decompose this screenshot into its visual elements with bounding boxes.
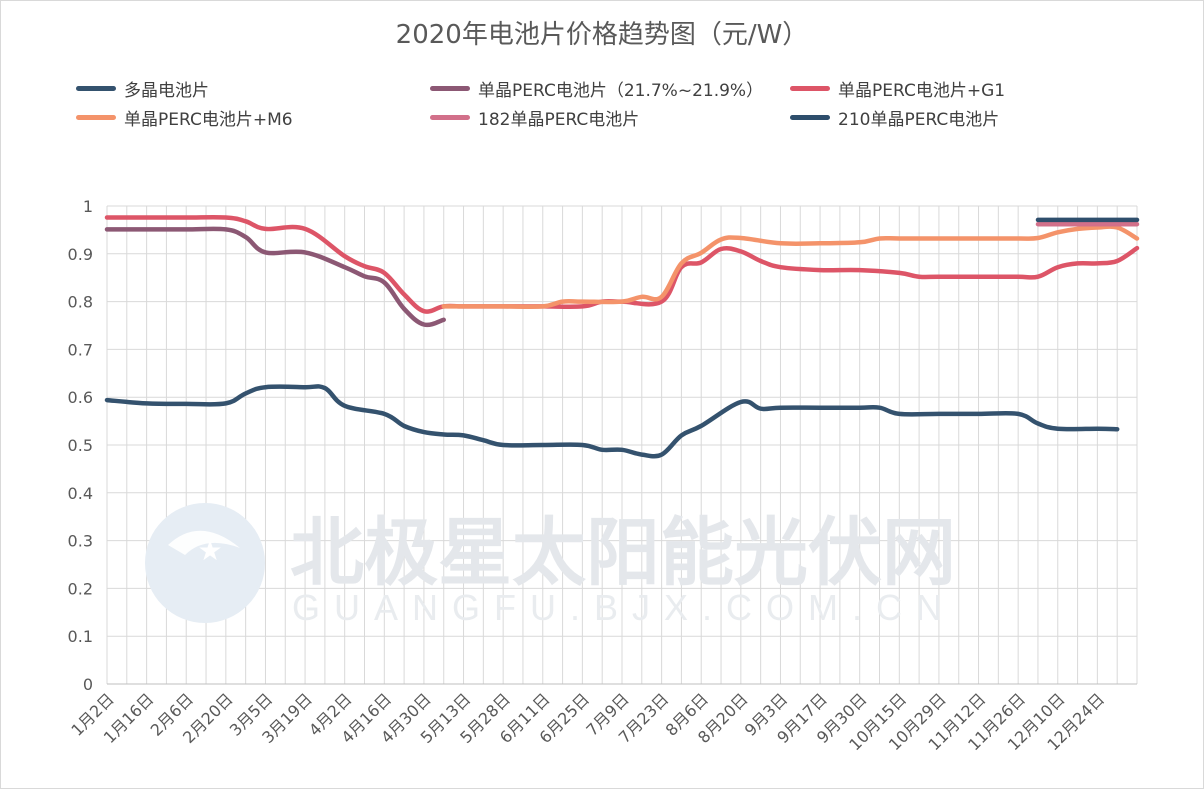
legend-label: 单晶PERC电池片+M6 <box>124 109 293 130</box>
watermark-text: 北极星太阳能光伏网 <box>290 511 956 594</box>
legend-label: 210单晶PERC电池片 <box>838 109 1000 130</box>
series-line-0 <box>104 384 1120 459</box>
y-tick-label: 0.8 <box>68 293 93 312</box>
series-line-2 <box>104 214 1140 314</box>
legend-label: 单晶PERC电池片（21.7%~21.9%） <box>478 80 764 101</box>
legend-label: 多晶电池片 <box>124 80 209 101</box>
legend-item-210[interactable]: 210单晶PERC电池片 <box>790 105 1000 130</box>
y-tick-label: 0.2 <box>68 579 93 598</box>
y-tick-label: 0.9 <box>68 245 93 264</box>
y-tick-label: 1 <box>83 197 93 216</box>
legend-label: 182单晶PERC电池片 <box>478 109 640 130</box>
series-line-3 <box>441 224 1140 310</box>
y-tick-label: 0.4 <box>68 484 93 503</box>
legend-item-182[interactable]: 182单晶PERC电池片 <box>430 105 640 130</box>
legend-label: 单晶PERC电池片+G1 <box>838 80 1006 101</box>
legend-swatch <box>76 85 116 91</box>
y-tick-label: 0.1 <box>68 627 93 646</box>
legend-item-poly[interactable]: 多晶电池片 <box>76 76 209 101</box>
y-tick-label: 0.7 <box>68 340 93 359</box>
watermark-logo-icon <box>145 503 265 623</box>
y-tick-label: 0.6 <box>68 388 93 407</box>
legend-item-mono-perc-m6[interactable]: 单晶PERC电池片+M6 <box>76 105 293 130</box>
y-tick-label: 0.3 <box>68 532 93 551</box>
legend-swatch <box>76 114 116 120</box>
y-tick-label: 0.5 <box>68 436 93 455</box>
legend-item-mono-perc[interactable]: 单晶PERC电池片（21.7%~21.9%） <box>430 76 764 101</box>
watermark: ★ 北极星太阳能光伏网 GUANGFU.BJX.COM.CN <box>145 503 956 628</box>
y-tick-label: 0 <box>83 675 93 694</box>
chart-title: 2020年电池片价格趋势图（元/W） <box>395 20 809 50</box>
legend-item-mono-perc-g1[interactable]: 单晶PERC电池片+G1 <box>790 76 1006 101</box>
legend-swatch <box>790 114 830 120</box>
watermark-subtext: GUANGFU.BJX.COM.CN <box>292 587 956 628</box>
svg-text:★: ★ <box>197 534 222 567</box>
legend-swatch <box>790 85 830 91</box>
series-line-1 <box>104 226 446 328</box>
legend-swatch <box>430 114 470 120</box>
legend-swatch <box>430 85 470 91</box>
